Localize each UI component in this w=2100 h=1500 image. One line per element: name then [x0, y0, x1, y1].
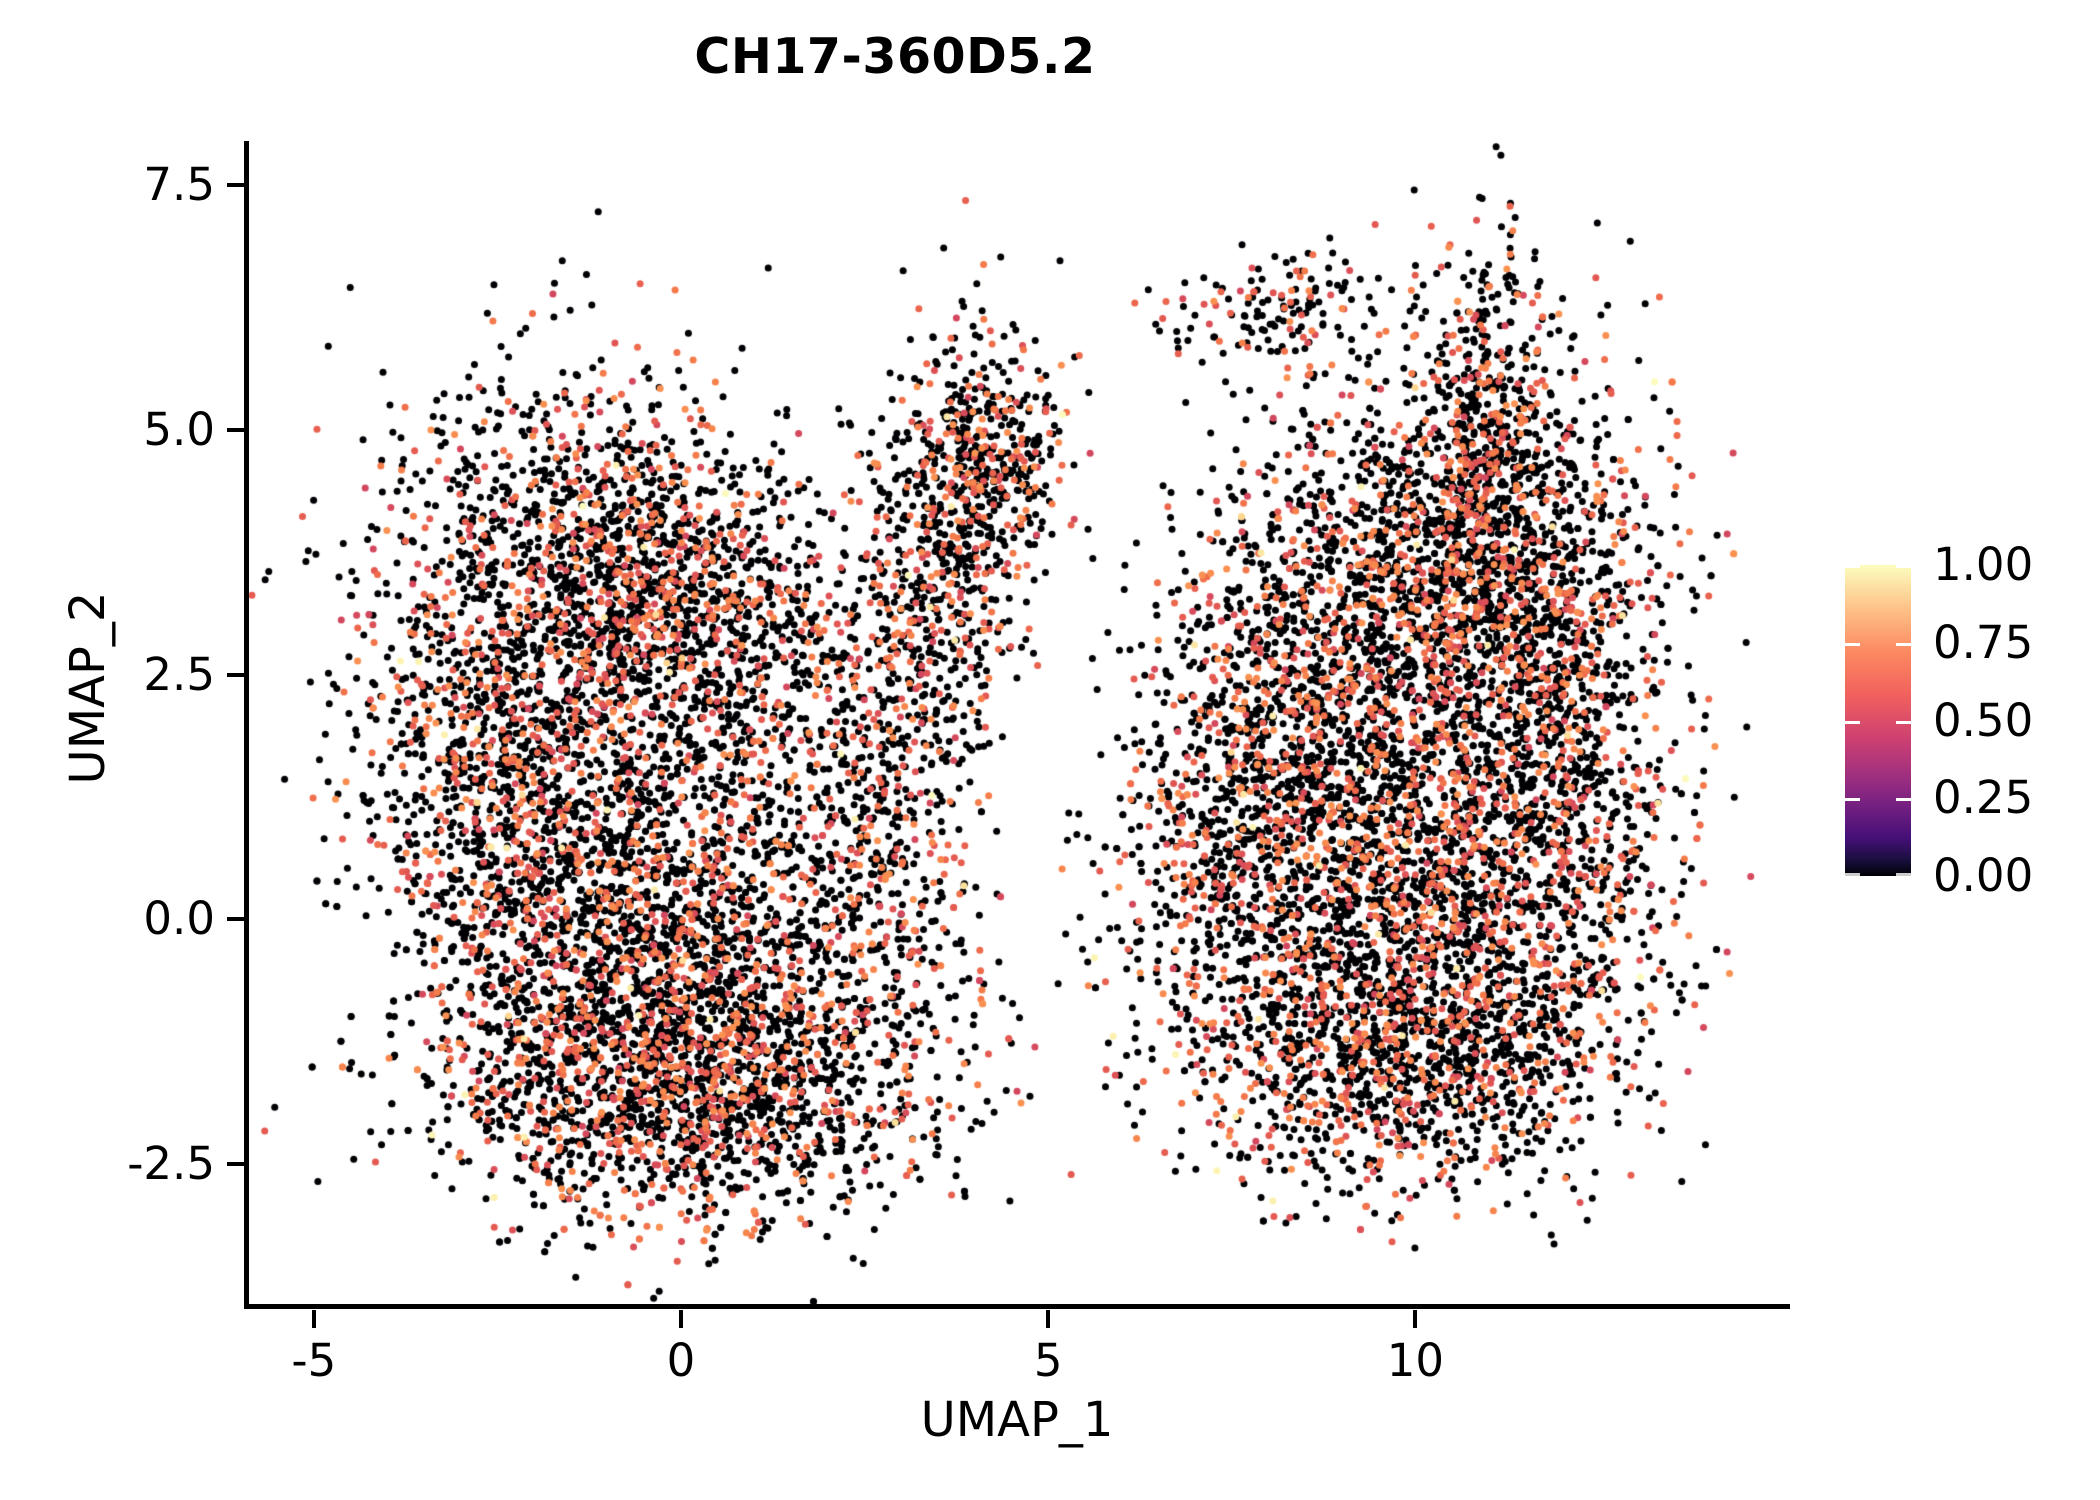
x-tick-label: -5 — [291, 1334, 337, 1387]
y-tick-mark — [227, 427, 244, 432]
y-tick-mark — [227, 917, 244, 922]
colorbar-tick-mark — [1896, 798, 1911, 802]
colorbar-tick-mark — [1845, 873, 1860, 876]
y-axis-spine — [244, 141, 249, 1309]
x-axis-label: UMAP_1 — [920, 1392, 1114, 1448]
colorbar-tick-mark — [1896, 565, 1911, 568]
x-tick-mark — [1413, 1310, 1418, 1328]
colorbar-tick-mark — [1845, 642, 1860, 646]
colorbar-tick-label: 0.75 — [1933, 615, 2034, 669]
plot-area — [244, 141, 1790, 1306]
y-tick-label: 0.0 — [143, 892, 215, 946]
colorbar-tick-mark — [1845, 720, 1860, 724]
x-tick-mark — [1046, 1310, 1051, 1328]
y-tick-mark — [227, 1162, 244, 1167]
y-tick-mark — [227, 183, 244, 188]
colorbar-tick-label: 0.25 — [1933, 771, 2034, 825]
colorbar-tick-label: 1.00 — [1933, 538, 2034, 591]
y-tick-mark — [227, 672, 244, 677]
colorbar-tick-mark — [1845, 798, 1860, 802]
x-tick-mark — [311, 1310, 316, 1328]
colorbar-tick-mark — [1896, 642, 1911, 646]
colorbar-tick-mark — [1896, 720, 1911, 724]
x-tick-label: 10 — [1386, 1334, 1445, 1387]
y-axis-label: UMAP_2 — [60, 591, 116, 785]
y-tick-label: -2.5 — [127, 1137, 215, 1191]
x-tick-mark — [678, 1310, 683, 1328]
colorbar-tick-label: 0.00 — [1933, 849, 2034, 902]
colorbar-legend: 1.00 0.75 0.50 0.25 0.00 — [1845, 542, 2095, 898]
x-tick-label: 5 — [1033, 1334, 1063, 1387]
colorbar-tick-label: 0.50 — [1933, 693, 2034, 747]
colorbar-tick-mark — [1845, 565, 1860, 568]
y-tick-label: 7.5 — [143, 158, 215, 212]
scatter-plot-canvas — [244, 141, 1790, 1306]
colorbar-tick-mark — [1896, 873, 1911, 876]
x-axis-spine — [244, 1304, 1790, 1309]
y-tick-label: 5.0 — [143, 402, 215, 456]
page-title: CH17-360D5.2 — [694, 28, 1096, 85]
y-tick-label: 2.5 — [143, 647, 215, 701]
x-tick-label: 0 — [666, 1334, 696, 1387]
